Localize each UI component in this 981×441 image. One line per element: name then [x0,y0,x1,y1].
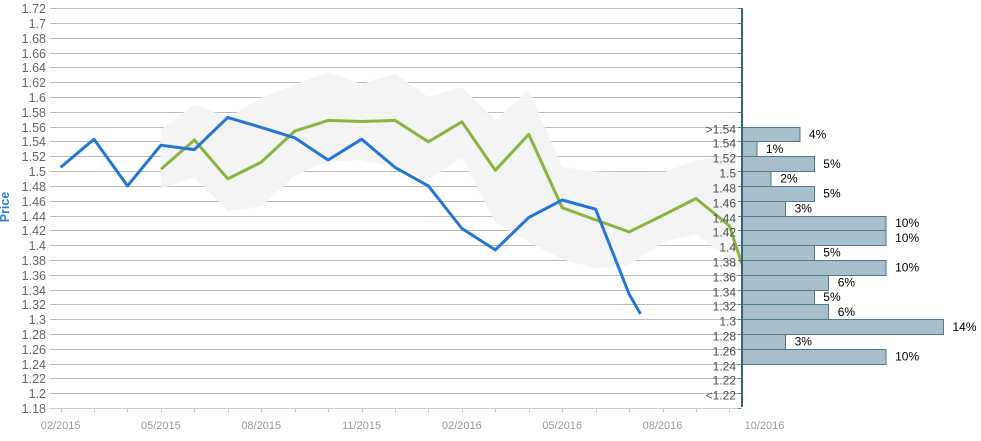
svg-text:1.48: 1.48 [22,180,46,194]
svg-text:Price: Price [0,192,12,223]
svg-text:1.5: 1.5 [29,165,46,179]
svg-text:2%: 2% [780,172,798,186]
svg-text:1.5: 1.5 [719,167,736,181]
svg-text:1.44: 1.44 [713,212,737,226]
svg-text:5%: 5% [823,157,841,171]
svg-text:02/2016: 02/2016 [442,420,482,432]
svg-text:6%: 6% [838,275,856,289]
svg-text:1.66: 1.66 [22,47,46,61]
svg-text:1.28: 1.28 [22,328,46,342]
svg-text:02/2015: 02/2015 [41,420,81,432]
svg-text:1.58: 1.58 [22,106,46,120]
svg-text:1.72: 1.72 [22,2,46,16]
svg-text:5%: 5% [823,290,841,304]
svg-text:1.24: 1.24 [22,358,46,372]
svg-text:1.3: 1.3 [719,315,736,329]
svg-text:6%: 6% [838,305,856,319]
svg-text:1.32: 1.32 [713,300,737,314]
svg-text:1.68: 1.68 [22,32,46,46]
svg-text:1.64: 1.64 [22,61,46,75]
svg-text:1.46: 1.46 [713,197,737,211]
svg-text:10/2016: 10/2016 [745,420,785,432]
svg-text:1.22: 1.22 [713,374,737,388]
svg-text:1.36: 1.36 [713,271,737,285]
svg-text:10%: 10% [895,349,919,363]
svg-text:5%: 5% [823,187,841,201]
svg-text:05/2015: 05/2015 [141,420,181,432]
svg-text:1.52: 1.52 [713,152,737,166]
svg-text:05/2016: 05/2016 [542,420,582,432]
svg-text:1.42: 1.42 [713,226,737,240]
svg-text:10%: 10% [895,231,919,245]
svg-text:1.56: 1.56 [22,121,46,135]
svg-text:1.38: 1.38 [22,254,46,268]
svg-text:1.28: 1.28 [713,330,737,344]
svg-text:4%: 4% [809,127,827,141]
svg-text:<1.22: <1.22 [706,389,737,403]
svg-text:1.26: 1.26 [22,343,46,357]
svg-text:3%: 3% [795,201,813,215]
svg-text:1.46: 1.46 [22,195,46,209]
svg-text:>1.54: >1.54 [706,123,737,137]
svg-text:1.3: 1.3 [29,313,46,327]
svg-text:08/2016: 08/2016 [643,420,683,432]
svg-text:11/2015: 11/2015 [342,420,381,432]
svg-text:1.36: 1.36 [22,269,46,283]
svg-text:1.24: 1.24 [713,360,737,374]
svg-text:1.2: 1.2 [29,387,46,401]
svg-text:1.4: 1.4 [29,239,46,253]
svg-text:1.34: 1.34 [22,284,46,298]
svg-text:1.54: 1.54 [22,135,46,149]
svg-text:1.62: 1.62 [22,76,46,90]
svg-text:10%: 10% [895,216,919,230]
svg-text:10%: 10% [895,261,919,275]
svg-text:1.6: 1.6 [29,91,46,105]
svg-text:1.38: 1.38 [713,256,737,270]
svg-text:1.22: 1.22 [22,372,46,386]
svg-text:3%: 3% [795,335,813,349]
svg-text:5%: 5% [823,246,841,260]
svg-text:1.18: 1.18 [22,402,46,416]
svg-text:1.26: 1.26 [713,345,737,359]
svg-text:14%: 14% [953,320,977,334]
svg-text:1.7: 1.7 [29,17,46,31]
svg-text:1.44: 1.44 [22,210,46,224]
svg-text:1.32: 1.32 [22,298,46,312]
svg-text:1.34: 1.34 [713,286,737,300]
svg-text:1.48: 1.48 [713,182,737,196]
svg-text:1.52: 1.52 [22,150,46,164]
svg-text:1%: 1% [766,142,784,156]
svg-text:08/2015: 08/2015 [241,420,281,432]
svg-text:1.4: 1.4 [719,241,736,255]
svg-text:1.42: 1.42 [22,224,46,238]
svg-text:1.54: 1.54 [713,137,737,151]
